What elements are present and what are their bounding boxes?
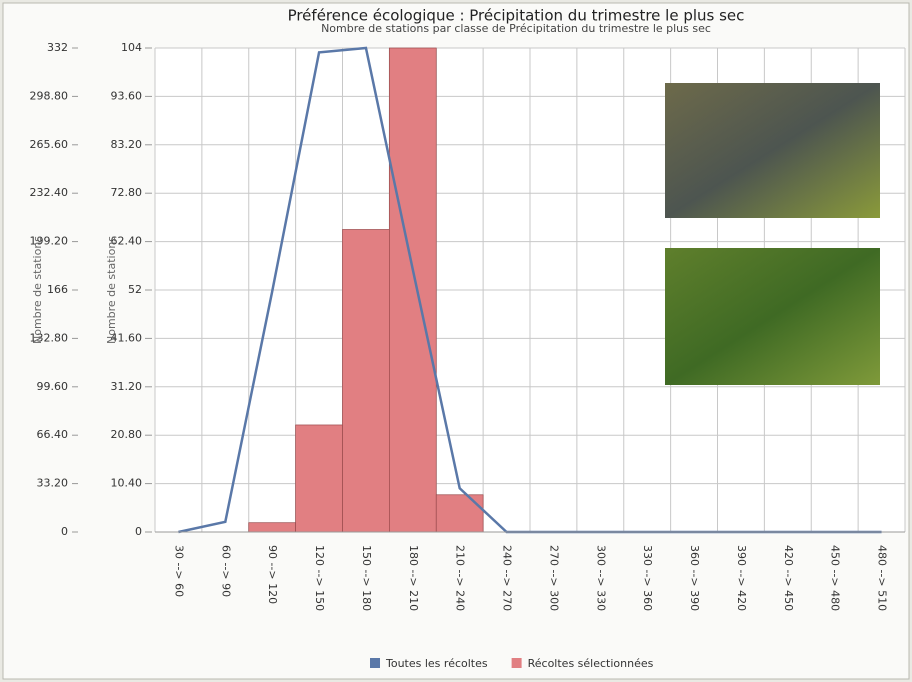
y2-tick-label: 72.80 xyxy=(111,186,143,199)
bar xyxy=(295,424,343,533)
y-tick-label: 298.80 xyxy=(30,89,69,102)
y-axis-label: Nombre de stations xyxy=(31,236,44,344)
photo xyxy=(665,83,880,218)
x-tick-label: 450 --> 480 xyxy=(829,545,842,611)
x-tick-label: 270 --> 300 xyxy=(547,545,560,611)
x-tick-label: 420 --> 450 xyxy=(782,545,795,611)
x-tick-label: 210 --> 240 xyxy=(454,545,467,611)
y-tick-label: 265.60 xyxy=(30,138,69,151)
y-tick-label: 232.40 xyxy=(30,186,69,199)
y2-tick-label: 0 xyxy=(135,525,142,538)
x-tick-label: 240 --> 270 xyxy=(501,545,514,611)
legend-label: Toutes les récoltes xyxy=(385,657,488,670)
y-tick-label: 332 xyxy=(47,41,68,54)
y2-tick-label: 31.20 xyxy=(111,380,143,393)
y2-axis-label: Nombre de stations xyxy=(105,236,118,344)
y-tick-label: 166 xyxy=(47,283,68,296)
legend-label: Récoltes sélectionnées xyxy=(528,657,654,670)
y-tick-label: 99.60 xyxy=(37,380,69,393)
x-tick-label: 90 --> 120 xyxy=(266,545,279,604)
chart-title: Préférence écologique : Précipitation du… xyxy=(288,7,745,25)
bar xyxy=(435,494,484,533)
bar xyxy=(389,47,437,533)
y2-tick-label: 20.80 xyxy=(111,428,143,441)
y2-tick-label: 62.40 xyxy=(111,235,143,248)
x-tick-label: 390 --> 420 xyxy=(735,545,748,611)
x-tick-label: 330 --> 360 xyxy=(641,545,654,611)
y-tick-label: 132.80 xyxy=(30,331,69,344)
x-tick-label: 360 --> 390 xyxy=(688,545,701,611)
x-tick-label: 60 --> 90 xyxy=(219,545,232,597)
y-tick-label: 199.20 xyxy=(30,235,69,248)
chart-subtitle: Nombre de stations par classe de Précipi… xyxy=(321,22,711,35)
y2-tick-label: 10.40 xyxy=(111,477,143,490)
photo xyxy=(665,248,880,385)
y2-tick-label: 83.20 xyxy=(111,138,143,151)
x-tick-label: 120 --> 150 xyxy=(313,545,326,611)
y2-tick-label: 52 xyxy=(128,283,142,296)
bar xyxy=(248,522,296,533)
y-tick-label: 0 xyxy=(61,525,68,538)
legend-swatch xyxy=(511,658,522,668)
legend-swatch xyxy=(370,658,380,668)
x-tick-label: 180 --> 210 xyxy=(407,545,420,611)
x-tick-label: 30 --> 60 xyxy=(172,545,185,597)
x-tick-label: 300 --> 330 xyxy=(594,545,607,611)
x-tick-label: 480 --> 510 xyxy=(876,545,889,611)
bar xyxy=(342,229,390,533)
y2-tick-label: 93.60 xyxy=(111,89,143,102)
x-tick-label: 150 --> 180 xyxy=(360,545,373,611)
y2-tick-label: 104 xyxy=(121,41,142,54)
y2-tick-label: 41.60 xyxy=(111,331,143,344)
y-tick-label: 33.20 xyxy=(37,477,69,490)
y-tick-label: 66.40 xyxy=(37,428,69,441)
